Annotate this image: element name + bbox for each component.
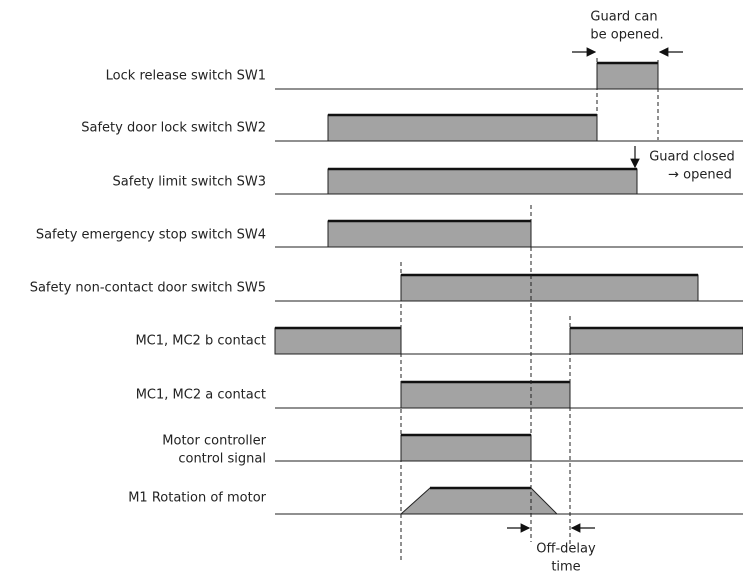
signal-label: Motor controller — [162, 434, 266, 449]
waveforms — [274, 47, 743, 560]
pulse — [596, 62, 659, 90]
annotation: Guard closed — [649, 150, 735, 165]
pulse — [400, 434, 532, 462]
labels: Lock release switch SW1 Safety door lock… — [30, 10, 735, 575]
annotation: be opened. — [590, 28, 663, 43]
signal-label: Safety non-contact door switch SW5 — [30, 281, 266, 296]
signal-label: Safety door lock switch SW2 — [81, 121, 266, 136]
signal-label: M1 Rotation of motor — [128, 491, 266, 506]
pulse — [327, 168, 638, 195]
signal-label: MC1, MC2 b contact — [135, 334, 266, 349]
annotation: → opened — [668, 168, 732, 183]
signal-label: Lock release switch SW1 — [106, 69, 266, 84]
annotation: Off-delay — [536, 542, 596, 557]
pulse — [569, 327, 743, 355]
pulse — [274, 327, 402, 355]
annotation: time — [551, 560, 580, 575]
signal-label: control signal — [178, 452, 266, 467]
motor-ramp — [399, 487, 559, 515]
annotation: Guard can — [590, 10, 657, 25]
pulse — [400, 381, 571, 409]
pulse — [327, 220, 532, 248]
signal-label: Safety emergency stop switch SW4 — [36, 228, 266, 243]
pulse — [327, 114, 598, 142]
signal-label: MC1, MC2 a contact — [136, 388, 266, 403]
signal-label: Safety limit switch SW3 — [113, 175, 266, 190]
pulse — [400, 274, 699, 302]
